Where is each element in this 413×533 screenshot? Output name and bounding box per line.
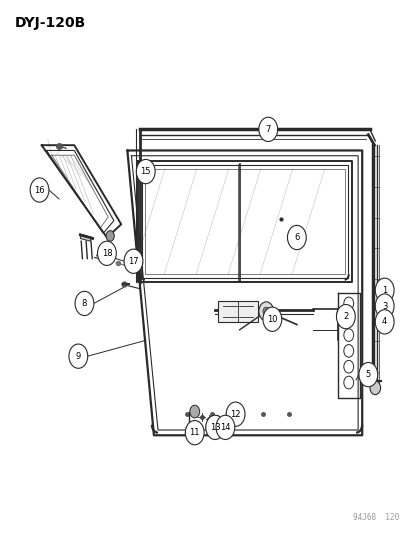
Text: DYJ-120B: DYJ-120B [15, 16, 86, 30]
Text: 9: 9 [76, 352, 81, 361]
Text: 8: 8 [82, 299, 87, 308]
Text: 10: 10 [266, 315, 277, 324]
Text: 2: 2 [342, 312, 348, 321]
Circle shape [225, 402, 244, 426]
Circle shape [190, 405, 199, 418]
Circle shape [369, 381, 380, 394]
Text: 17: 17 [128, 257, 138, 266]
Circle shape [287, 225, 306, 249]
Circle shape [262, 307, 269, 316]
Circle shape [343, 344, 353, 357]
Text: 13: 13 [209, 423, 220, 432]
Text: 6: 6 [294, 233, 299, 242]
Text: 16: 16 [34, 185, 45, 195]
Circle shape [343, 297, 353, 310]
Circle shape [374, 278, 393, 302]
Polygon shape [80, 236, 90, 241]
Circle shape [97, 241, 116, 265]
Text: 5: 5 [365, 370, 370, 379]
Circle shape [343, 360, 353, 373]
Circle shape [374, 310, 393, 334]
Circle shape [336, 304, 354, 329]
Text: 15: 15 [140, 167, 151, 176]
Circle shape [185, 421, 204, 445]
Circle shape [343, 376, 353, 389]
Circle shape [69, 344, 88, 368]
Circle shape [262, 307, 281, 332]
Circle shape [358, 362, 377, 387]
Text: 7: 7 [265, 125, 270, 134]
Text: 12: 12 [230, 410, 240, 419]
Circle shape [216, 415, 234, 440]
Text: 11: 11 [189, 428, 199, 437]
Circle shape [106, 231, 114, 241]
Circle shape [258, 117, 277, 141]
Text: 3: 3 [381, 302, 387, 311]
Polygon shape [218, 301, 257, 322]
Text: 14: 14 [220, 423, 230, 432]
Text: 18: 18 [101, 249, 112, 258]
Circle shape [75, 292, 94, 316]
Circle shape [205, 415, 224, 440]
Circle shape [258, 302, 273, 321]
Circle shape [343, 313, 353, 326]
Circle shape [30, 178, 49, 202]
Circle shape [374, 294, 393, 318]
Circle shape [136, 159, 155, 184]
Circle shape [124, 249, 142, 273]
Circle shape [343, 329, 353, 342]
Text: 1: 1 [381, 286, 387, 295]
Text: 4: 4 [381, 317, 387, 326]
Text: 94J68  120: 94J68 120 [352, 513, 398, 522]
